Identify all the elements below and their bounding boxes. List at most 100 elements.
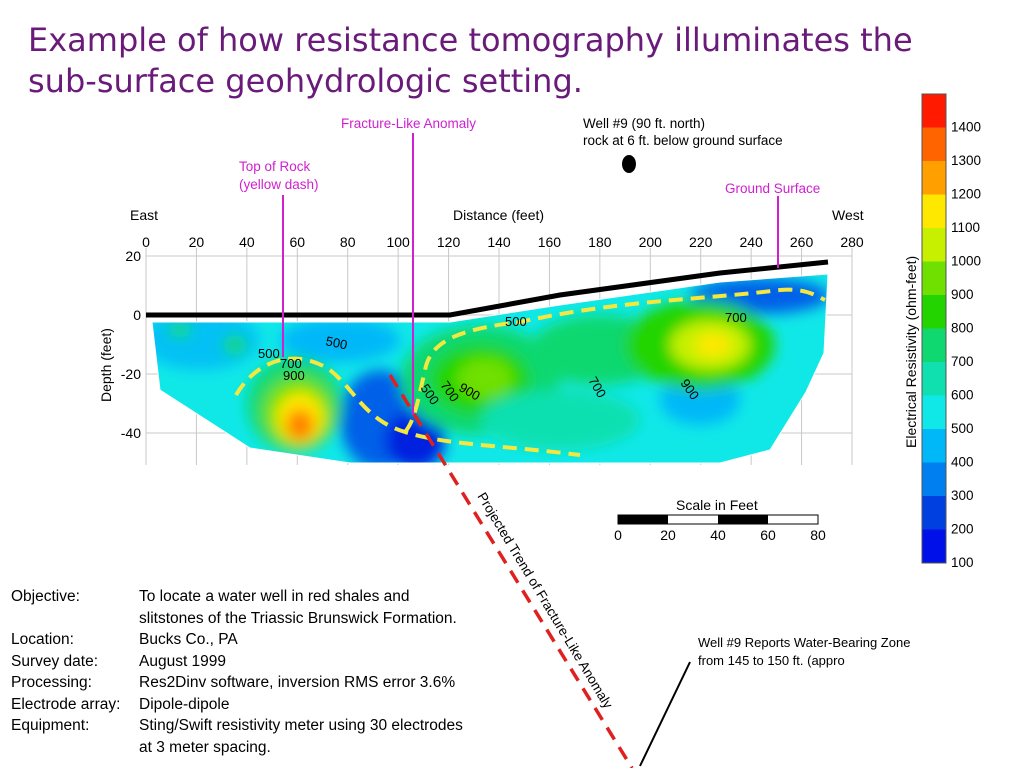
colorbar-swatch [922, 362, 946, 396]
top-of-rock-label: Top of Rock [239, 159, 311, 174]
x-tick-label: 20 [189, 234, 205, 250]
colorbar-swatch [922, 395, 946, 430]
y-axis-label: Depth (feet) [98, 328, 114, 402]
resistivity-colorbar: 1400 1300 1200 1100 1000 900 800 700 600 500 400 30… [903, 93, 981, 570]
contour-label: 500 [324, 333, 348, 352]
colorbar-label: 100 [951, 555, 974, 570]
info-row: Survey date: August 1999 [11, 651, 499, 673]
contour-label: 500 [258, 346, 280, 361]
colorbar-frame [921, 93, 947, 564]
x-tick-label: 0 [142, 234, 150, 250]
scale-tick-label: 60 [760, 527, 776, 543]
contour-label: 700 [725, 310, 747, 325]
x-axis-label: Distance (feet) [453, 207, 544, 223]
info-row: Equipment: Sting/Swift resistivity meter … [11, 715, 499, 737]
info-key: Survey date: [11, 652, 99, 670]
info-value: To locate a water well in red shales and [139, 588, 410, 605]
colorbar-swatch [922, 328, 946, 363]
info-value: August 1999 [139, 652, 227, 670]
resistivity-tomogram [152, 274, 828, 463]
colorbar-label: 1000 [951, 254, 981, 269]
colorbar-label: 1300 [951, 153, 981, 168]
colorbar-label: 200 [951, 522, 974, 537]
well-report-line-1: Well #9 Reports Water-Bearing Zone [698, 635, 910, 650]
colorbar-label: 300 [951, 488, 974, 503]
colorbar-swatch [922, 261, 946, 296]
colorbar-swatch [922, 529, 946, 564]
x-tick-label: 180 [588, 234, 612, 250]
x-tick-label: 60 [289, 234, 305, 250]
scale-tick-label: 20 [660, 527, 676, 543]
colorbar-label: 800 [951, 321, 974, 336]
colorbar-swatch [922, 462, 946, 497]
info-row: slitstones of the Triassic Brunswick For… [11, 608, 499, 630]
projected-trend-line [388, 374, 634, 768]
colorbar-label: 400 [951, 455, 974, 470]
x-tick-label: 260 [790, 234, 814, 250]
info-key: Electrode array: [11, 695, 121, 713]
colorbar-label: 1400 [951, 120, 981, 135]
ground-surface-label: Ground Surface [725, 181, 820, 196]
info-key [11, 737, 139, 759]
colorbar-label: 1100 [951, 220, 980, 235]
x-tick-label: 160 [538, 234, 562, 250]
colorbar-label: 600 [951, 388, 974, 403]
colorbar-swatch [922, 194, 946, 229]
y-tick-label: -20 [121, 366, 141, 382]
info-value: Dipole-dipole [139, 695, 230, 713]
info-row: at 3 meter spacing. [11, 737, 499, 759]
ground-surface-line [146, 259, 829, 318]
info-value: slitstones of the Triassic Brunswick For… [139, 609, 457, 627]
x-tick-label: 220 [689, 234, 713, 250]
y-tick-label: 0 [133, 307, 141, 323]
slide-title: Example of how resistance tomography ill… [28, 20, 988, 102]
scale-tick-label: 80 [810, 527, 826, 543]
colorbar-swatch [922, 228, 946, 262]
info-key: Processing: [11, 674, 92, 691]
contour-label: 900 [283, 368, 305, 383]
info-value: at 3 meter spacing. [139, 738, 271, 756]
info-row: Objective: To locate a water well in red … [11, 586, 499, 608]
x-tick-label: 140 [487, 234, 511, 250]
x-tick-label: 100 [386, 234, 410, 250]
colorbar-label: 500 [951, 421, 974, 436]
colorbar-swatch [922, 429, 946, 463]
colorbar-swatch [922, 94, 946, 128]
x-tick-label: 80 [340, 234, 356, 250]
info-key [11, 608, 139, 630]
well-report-pointer [639, 661, 691, 767]
contour-label: 700 [280, 356, 302, 371]
info-value: Res2Dinv software, inversion RMS error 3… [139, 674, 456, 691]
colorbar-title: Electrical Resistivity (ohm-feet) [903, 256, 919, 448]
info-key: Location: [11, 631, 74, 648]
survey-info-table: Objective: To locate a water well in red … [11, 586, 499, 758]
info-key: Equipment: [11, 717, 90, 734]
title-line-1: Example of how resistance tomography ill… [28, 21, 913, 59]
well-location-marker [622, 155, 636, 173]
fracture-anomaly-label: Fracture-Like Anomaly [341, 116, 476, 131]
info-key: Objective: [11, 588, 80, 605]
well-report-line-2: from 145 to 150 ft. (appro [698, 653, 845, 668]
top-of-rock-sublabel: (yellow dash) [239, 177, 319, 192]
colorbar-swatch [922, 496, 946, 530]
info-row: Location: Bucks Co., PA [11, 629, 499, 651]
info-value: Sting/Swift resistivity meter using 30 e… [139, 717, 463, 734]
top-of-rock-line [234, 287, 826, 457]
colorbar-label: 900 [951, 287, 974, 302]
well-info-line-1: Well #9 (90 ft. north) [583, 116, 705, 131]
title-line-2: sub-surface geohydrologic setting. [28, 62, 583, 100]
east-label: East [130, 207, 158, 223]
section-outline [151, 273, 829, 464]
y-tick-label: 20 [125, 248, 141, 264]
scale-tick-label: 0 [614, 527, 622, 543]
colorbar-swatch [922, 161, 946, 195]
scale-title: Scale in Feet [676, 497, 758, 513]
info-row: Processing: Res2Dinv software, inversion … [11, 672, 499, 694]
colorbar-swatch [922, 127, 946, 162]
x-tick-label: 40 [239, 234, 255, 250]
well-info-line-2: rock at 6 ft. below ground surface [583, 133, 783, 148]
west-label: West [832, 207, 864, 223]
scale-tick-label: 40 [710, 527, 726, 543]
scale-bar: Scale in Feet 0 20 40 60 80 [614, 497, 826, 543]
